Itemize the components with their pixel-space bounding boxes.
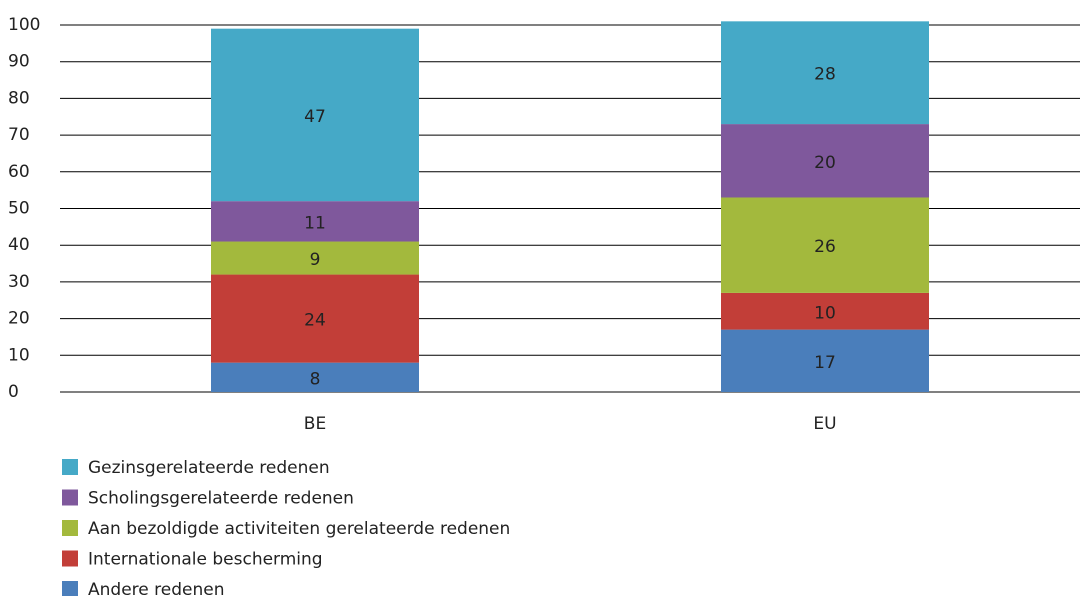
bar-segment [721,197,929,293]
data-label: 28 [814,65,836,85]
legend-label: Gezinsgerelateerde redenen [88,458,330,478]
legend-label: Andere redenen [88,580,224,596]
x-tick-label: BE [304,414,326,434]
y-tick-label: 80 [8,88,30,108]
data-label: 26 [814,237,836,257]
data-label: 9 [310,250,321,270]
y-tick-label: 60 [8,162,30,182]
y-tick-label: 30 [8,272,30,292]
legend-swatch [62,581,78,596]
y-tick-label: 50 [8,199,30,219]
bar-segment [211,362,419,392]
y-tick-label: 20 [8,309,30,329]
data-label: 47 [304,107,326,127]
x-tick-label: EU [813,414,836,434]
y-tick-label: 40 [8,235,30,255]
legend-label: Aan bezoldigde activiteiten gerelateerde… [88,519,510,539]
y-tick-label: 70 [8,125,30,145]
data-label: 8 [310,369,321,389]
y-tick-label: 0 [8,382,19,402]
bar-segment [211,274,419,363]
legend-label: Scholingsgerelateerde redenen [88,489,354,509]
bar-segment [211,241,419,275]
data-label: 20 [814,153,836,173]
legend-swatch [62,550,78,567]
bar-segment [211,28,419,202]
bar-segment [721,329,929,392]
bar-segment [721,21,929,125]
bar-segment [721,292,929,330]
data-label: 10 [814,303,836,323]
bar-segment [721,124,929,198]
legend-swatch [62,489,78,506]
y-tick-label: 100 [8,15,40,35]
y-tick-label: 90 [8,52,30,72]
y-tick-label: 10 [8,345,30,365]
bar-segment [211,201,419,242]
legend-swatch [62,459,78,475]
legend-swatch [62,520,78,536]
data-label: 11 [304,213,326,233]
data-label: 17 [814,353,836,373]
data-label: 24 [304,311,326,331]
legend-label: Internationale bescherming [88,550,323,570]
